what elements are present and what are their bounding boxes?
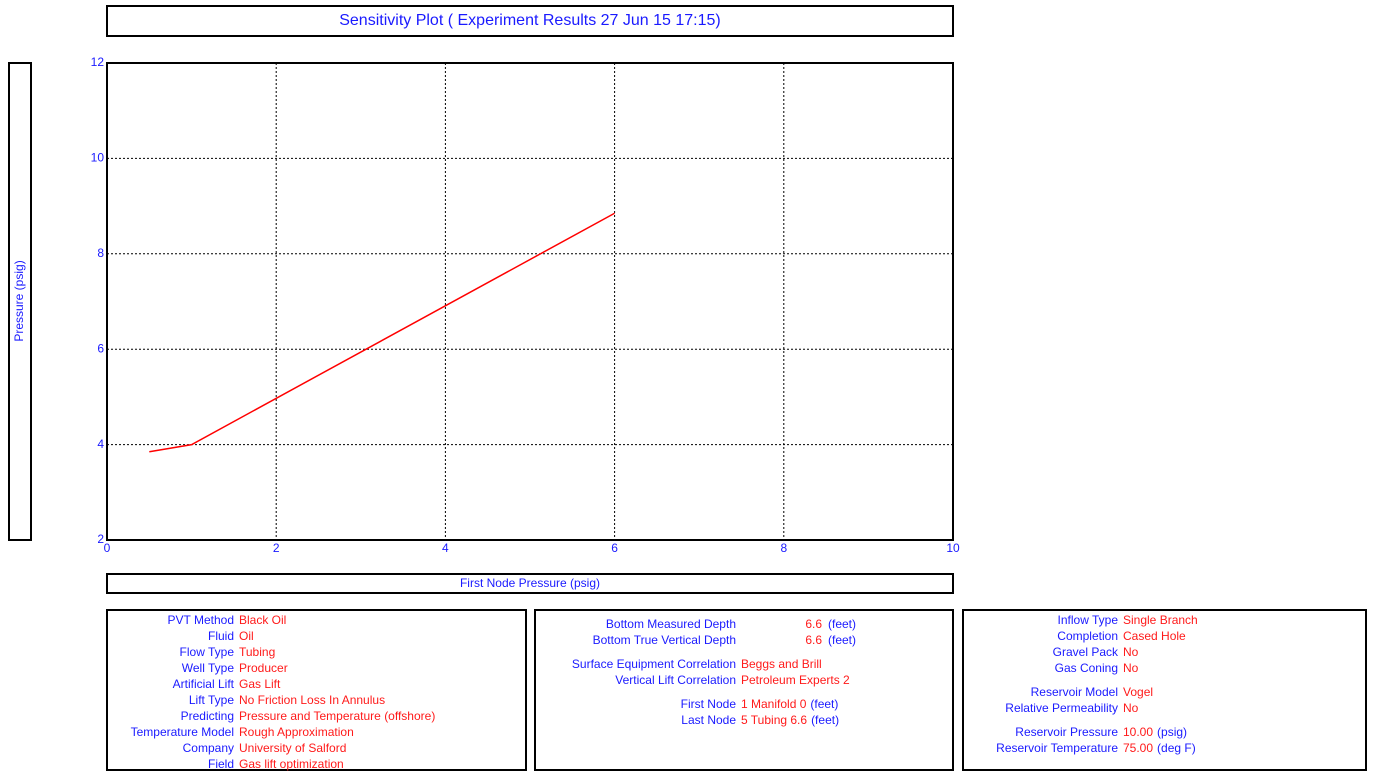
info-label: Company — [183, 741, 234, 755]
x-tick-label: 8 — [780, 541, 787, 555]
plot-frame — [106, 62, 954, 541]
info-unit: (feet) — [828, 617, 856, 631]
y-tick-label: 8 — [97, 246, 104, 260]
info-value: Cased Hole — [1123, 629, 1186, 643]
info-value: No — [1123, 661, 1139, 675]
info-label: Artificial Lift — [173, 677, 235, 691]
x-tick-label: 2 — [273, 541, 280, 555]
info-label: Inflow Type — [1058, 613, 1119, 627]
y-label-box — [8, 62, 32, 541]
info-unit: (deg F) — [1157, 741, 1196, 755]
info-label: Field — [208, 757, 234, 771]
y-tick-label: 12 — [91, 55, 105, 69]
info-value: University of Salford — [239, 741, 346, 755]
info-value: Rough Approximation — [239, 725, 354, 739]
info-label: Predicting — [181, 709, 234, 723]
chart-title: Sensitivity Plot ( Experiment Results 27… — [339, 12, 721, 29]
info-value: Tubing — [239, 645, 275, 659]
info-value: Gas lift optimization — [239, 757, 344, 771]
info-label: Reservoir Temperature — [996, 741, 1118, 755]
x-tick-label: 6 — [611, 541, 618, 555]
info-unit: (feet) — [811, 713, 839, 727]
y-tick-label: 10 — [91, 151, 105, 165]
info-label: Bottom True Vertical Depth — [593, 633, 736, 647]
info-value: Producer — [239, 661, 288, 675]
info-label: PVT Method — [168, 613, 234, 627]
info-label: Last Node — [681, 713, 736, 727]
info-label: Reservoir Model — [1031, 685, 1118, 699]
info-label: Bottom Measured Depth — [606, 617, 736, 631]
info-value: 6.6 — [805, 633, 822, 647]
info-label: Reservoir Pressure — [1015, 725, 1118, 739]
x-tick-label: 0 — [104, 541, 111, 555]
data-line — [149, 212, 615, 453]
info-value: 75.00 — [1123, 741, 1153, 755]
info-label: Lift Type — [189, 693, 234, 707]
info-value: No — [1123, 645, 1139, 659]
info-value: 5 Tubing 6.6 — [741, 713, 807, 727]
info-label: Gravel Pack — [1053, 645, 1119, 659]
info-value: Vogel — [1123, 685, 1153, 699]
info-panel — [534, 609, 954, 771]
title-box — [106, 5, 954, 37]
info-value: Pressure and Temperature (offshore) — [239, 709, 435, 723]
info-label: Vertical Lift Correlation — [615, 673, 736, 687]
info-label: Surface Equipment Correlation — [572, 657, 736, 671]
info-label: Fluid — [208, 629, 234, 643]
x-tick-label: 10 — [946, 541, 960, 555]
info-label: Temperature Model — [131, 725, 234, 739]
info-label: Flow Type — [180, 645, 235, 659]
info-label: Completion — [1057, 629, 1118, 643]
info-unit: (feet) — [810, 697, 838, 711]
info-label: Well Type — [182, 661, 235, 675]
info-value: Single Branch — [1123, 613, 1198, 627]
x-axis-label: First Node Pressure (psig) — [460, 576, 600, 590]
y-tick-label: 2 — [97, 532, 104, 546]
info-value: No — [1123, 701, 1139, 715]
x-label-box — [106, 573, 954, 594]
y-tick-label: 4 — [97, 437, 104, 451]
info-value: Gas Lift — [239, 677, 281, 691]
y-tick-label: 6 — [97, 341, 104, 355]
info-panel — [962, 609, 1367, 771]
info-value: Oil — [239, 629, 254, 643]
info-label: Gas Coning — [1055, 661, 1118, 675]
info-value: Black Oil — [239, 613, 286, 627]
info-value: No Friction Loss In Annulus — [239, 693, 385, 707]
info-value: Beggs and Brill — [741, 657, 822, 671]
x-tick-label: 4 — [442, 541, 449, 555]
info-unit: (feet) — [828, 633, 856, 647]
info-value: 10.00 — [1123, 725, 1153, 739]
info-label: First Node — [681, 697, 737, 711]
info-unit: (psig) — [1157, 725, 1187, 739]
info-panel — [106, 609, 527, 771]
info-value: 6.6 — [805, 617, 822, 631]
info-value: 1 Manifold 0 — [741, 697, 807, 711]
info-value: Petroleum Experts 2 — [741, 673, 850, 687]
y-axis-label: Pressure (psig) — [12, 260, 26, 341]
info-label: Relative Permeability — [1005, 701, 1118, 715]
